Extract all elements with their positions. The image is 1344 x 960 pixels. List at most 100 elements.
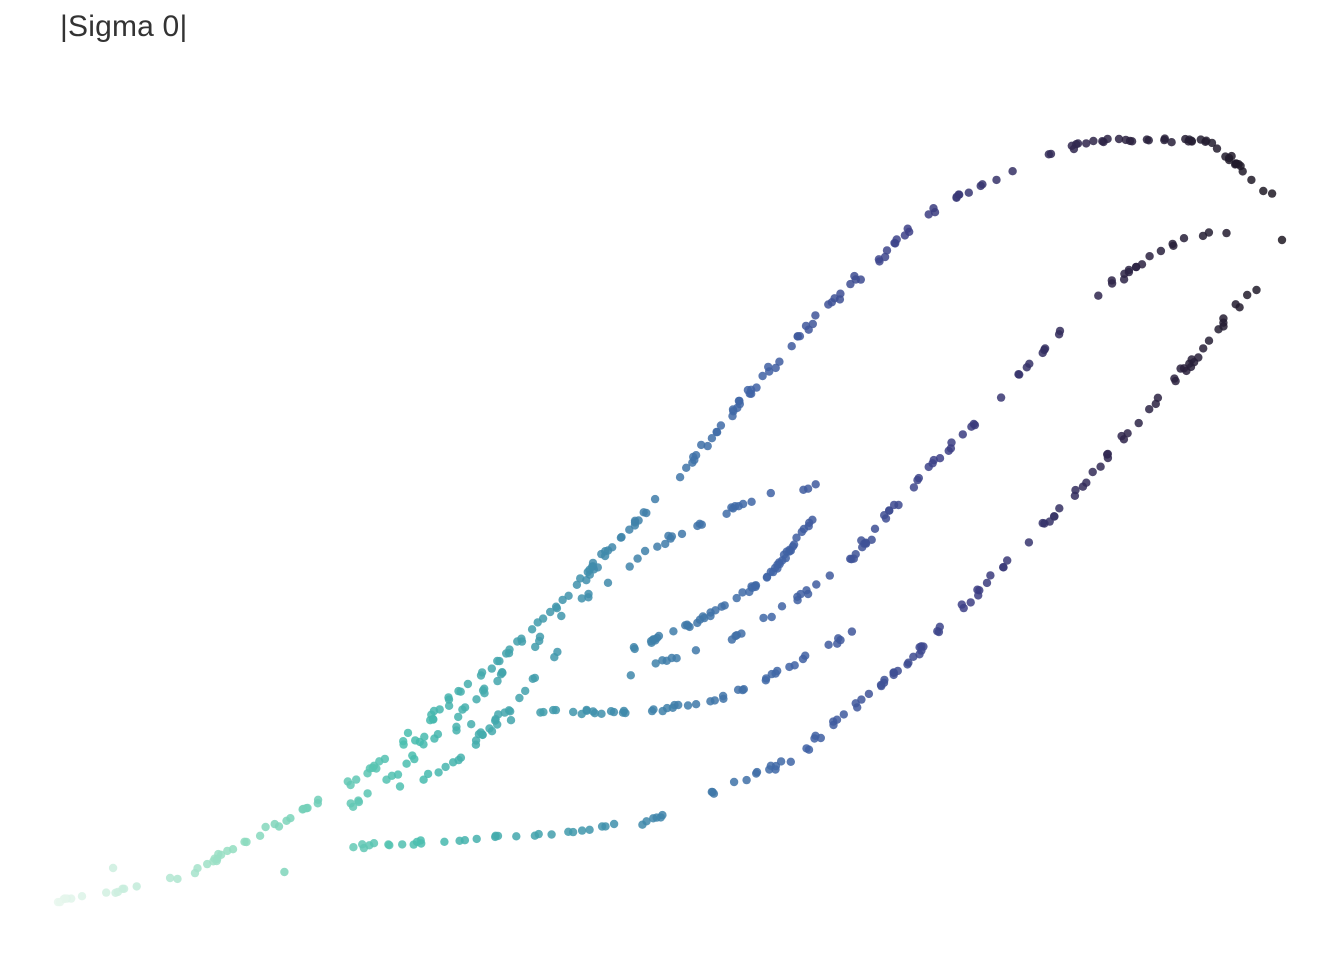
data-point [796,589,805,599]
data-point [550,653,559,662]
chart-title: |Sigma 0| [60,10,188,43]
data-point [812,580,821,589]
data-point [108,863,118,873]
data-point [102,888,111,897]
data-point [354,797,364,807]
data-point [193,864,202,873]
data-point [1176,364,1185,373]
data-point [456,687,465,696]
data-point [53,897,63,907]
data-point [585,825,594,834]
data-point [778,556,787,565]
data-point [773,666,782,676]
data-point [1243,290,1252,300]
data-point [797,527,806,537]
data-point [491,716,500,725]
data-point [506,716,516,725]
data-point [214,849,223,859]
data-point [966,598,975,607]
data-point [709,789,719,798]
data-point [452,722,461,731]
data-point [1145,405,1154,414]
data-point [1103,450,1112,459]
data-point [1088,467,1097,477]
data-point [577,594,586,603]
data-point [1015,370,1024,379]
data-point [986,571,995,580]
data-point [1179,234,1189,243]
data-point [1151,399,1161,409]
data-point [834,634,843,643]
data-point [298,805,307,814]
data-point [718,691,728,701]
data-point [588,707,598,716]
data-point [885,506,894,515]
data-point [915,643,924,652]
data-point [805,518,814,527]
data-point [433,730,443,739]
data-point [223,846,232,856]
data-point [1003,556,1012,565]
data-point [173,874,182,884]
data-point [1024,538,1034,547]
data-point [480,689,489,698]
data-point [1054,330,1064,339]
data-point [703,441,712,451]
data-point [601,822,610,831]
data-point [1236,161,1245,171]
data-point [419,775,428,784]
data-point [697,520,706,529]
data-point [527,625,537,634]
data-point [700,613,709,623]
data-point [398,840,407,849]
data-point [889,668,898,677]
data-point [909,483,919,492]
data-point [1040,345,1049,355]
data-point [894,500,903,510]
data-point [132,882,141,891]
data-point [410,754,419,764]
data-point [811,311,820,320]
data-point [504,706,514,715]
data-point [1221,152,1230,161]
data-point [348,802,358,811]
data-point [603,578,613,587]
data-point [870,524,880,533]
data-point [1202,136,1211,145]
data-point [1137,260,1147,269]
data-point [732,631,741,640]
data-point [384,840,393,849]
data-point [1171,376,1180,386]
data-point [846,279,855,289]
data-point [738,588,747,597]
data-point [786,757,795,766]
data-point [487,727,497,736]
data-point [733,685,743,694]
data-point [905,227,914,236]
data-point [747,497,756,506]
data-point [494,710,503,719]
data-point [517,634,526,643]
data-point [653,542,662,551]
data-point [564,591,573,600]
data-point [811,480,820,489]
data-point [697,440,706,450]
data-point [1252,285,1261,295]
data-point [203,859,212,869]
data-point [904,658,913,667]
data-point [261,822,270,832]
data-point [836,289,845,298]
data-point [597,709,606,718]
data-point [1008,167,1017,176]
data-point [621,708,630,718]
data-point [996,393,1006,402]
data-point [876,680,886,690]
data-point [651,636,660,645]
data-point [557,611,566,621]
data-point [458,705,467,714]
data-point [752,383,761,392]
data-point [661,539,670,549]
data-point [402,759,411,768]
data-point [444,695,454,704]
data-point [625,562,634,571]
